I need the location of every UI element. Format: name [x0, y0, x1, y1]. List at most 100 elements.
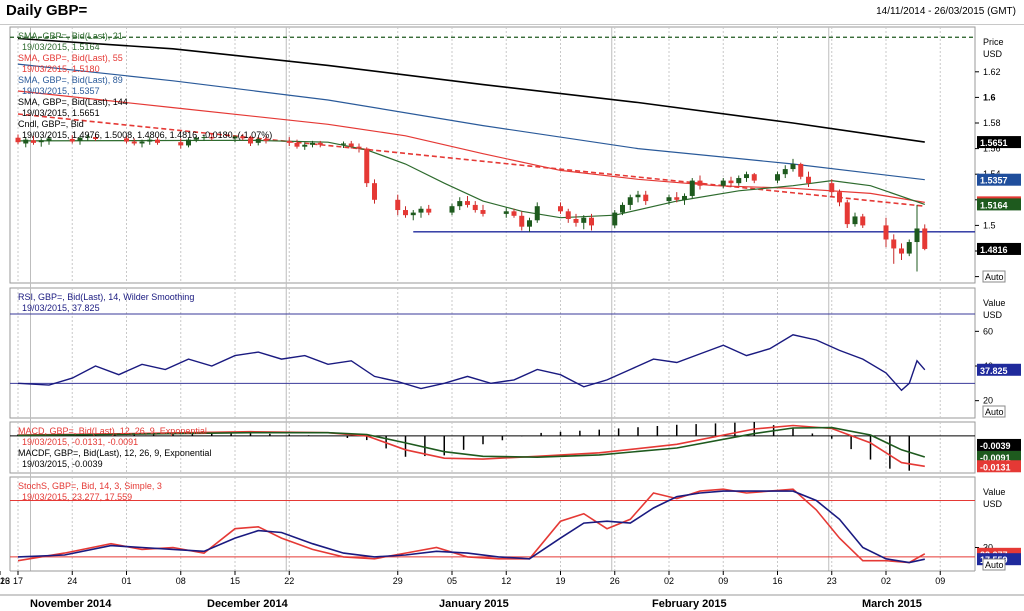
auto-scale-button [982, 405, 1006, 418]
candle-body [372, 183, 377, 200]
candle-body [15, 137, 21, 143]
legend-value: 19/03/2015, 1.5651 [22, 108, 100, 118]
candle-body [852, 216, 858, 225]
candle-body [85, 136, 91, 138]
legend-label: RSI, GBP=, Bid(Last), 14, Wilder Smoothi… [18, 292, 194, 302]
candle-body [534, 206, 540, 221]
x-month-label: November 2014 [30, 598, 112, 610]
x-tick-label: 01 [122, 576, 132, 586]
candle-body [511, 211, 517, 216]
auto-scale-label: Auto [985, 560, 1004, 570]
candle-body [790, 163, 796, 170]
candle-body [573, 219, 579, 223]
legend-value: 19/03/2015, 1.5357 [22, 86, 100, 96]
candle-body [124, 138, 129, 142]
legend-value: 19/03/2015, 1.4976, 1.5008, 1.4806, 1.48… [22, 130, 272, 140]
legend-value: 19/03/2015, -0.0131, -0.0091 [22, 437, 138, 447]
axis-unit: USD [983, 499, 1003, 509]
candle-body [906, 242, 912, 254]
axis-value-text: 1.5357 [980, 176, 1008, 186]
legend-label: Cndl, GBP=, Bid [18, 119, 84, 129]
candle-body [310, 142, 315, 145]
axis-value-text: 37.825 [980, 366, 1008, 376]
series-line-sma-21 [17, 139, 925, 219]
x-tick-label: 02 [881, 576, 891, 586]
chart-title: Daily GBP= [6, 2, 88, 19]
x-axis-band [0, 571, 1024, 611]
y-tick-label: 1.62 [983, 67, 1001, 77]
axis-value-text: 1.4816 [980, 245, 1008, 255]
auto-scale-button [982, 270, 1006, 283]
candle-body [891, 239, 897, 249]
candle-body [77, 137, 83, 141]
candle-body [341, 143, 346, 145]
x-tick-label: 02 [664, 576, 674, 586]
candle-body [364, 148, 370, 184]
legend-value: 19/03/2015, 23.277, 17.559 [22, 492, 132, 502]
axis-value-label [977, 451, 1021, 464]
auto-scale-label: Auto [985, 272, 1004, 282]
candle-body [519, 215, 525, 227]
x-tick-label: 23 [0, 576, 10, 586]
candle-body [744, 174, 749, 179]
x-month-label: March 2015 [862, 598, 922, 610]
x-tick-label: 15 [230, 576, 240, 586]
candle-body [317, 142, 323, 145]
candle-body [31, 140, 36, 143]
axis-value-label [977, 460, 1021, 473]
axis-value-text: -0.0131 [980, 462, 1011, 472]
x-tick-label: 09 [935, 576, 945, 586]
candle-body [263, 139, 269, 141]
x-tick-label: 19 [556, 576, 566, 586]
candle-body [689, 180, 695, 196]
legend-label: StochS, GBP=, Bid, 14, 3, Simple, 3 [18, 481, 162, 491]
candle-body [348, 143, 354, 147]
candle-body [635, 194, 641, 198]
candle-body [837, 192, 842, 203]
legend-value: 19/03/2015, -0.0039 [22, 459, 103, 469]
candle-body [395, 199, 401, 211]
candle-body [449, 206, 455, 213]
panel-frame [9, 287, 976, 419]
axis-value-label [977, 198, 1021, 211]
candle-body [209, 137, 215, 139]
axis-value-text: 1.5164 [980, 200, 1008, 210]
stoch-line [17, 490, 925, 564]
legend-label: SMA, GBP=, Bid(Last), 21 [18, 31, 123, 41]
candle-body [240, 136, 246, 139]
candle-body [720, 180, 726, 186]
candle-body [682, 195, 687, 200]
candle-body [736, 178, 742, 184]
candle-body [620, 204, 625, 213]
legend-label: SMA, GBP=, Bid(Last), 55 [18, 53, 123, 63]
candle-body [139, 141, 145, 144]
y-tick-label: 60 [983, 326, 993, 336]
candle-body [782, 169, 788, 175]
x-tick-label: 22 [284, 576, 294, 586]
axis-value-text: -0.0039 [980, 441, 1011, 451]
x-tick-label: 09 [718, 576, 728, 586]
y-tick-label: 1.6 [983, 92, 996, 102]
candle-body [248, 138, 253, 144]
candle-body [751, 174, 757, 181]
legend-value: 19/03/2015, 1.5164 [22, 42, 100, 52]
candle-body [356, 146, 362, 149]
candle-body [232, 136, 238, 139]
axis-value-label [977, 363, 1021, 376]
candle-body [674, 197, 680, 200]
candle-body [697, 180, 703, 186]
axis-value-label [977, 136, 1021, 149]
candle-body [23, 139, 29, 144]
candle-body [131, 141, 137, 144]
chart-header: Daily GBP= 14/11/2014 - 26/03/2015 (GMT) [0, 0, 1024, 25]
candle-body [155, 139, 160, 143]
x-tick-label: 08 [176, 576, 186, 586]
auto-scale-label: Auto [985, 407, 1004, 417]
candle-body [527, 220, 532, 227]
candle-body [465, 201, 470, 205]
x-tick-label: 23 [827, 576, 837, 586]
candle-body [565, 211, 571, 219]
x-month-label: December 2014 [207, 598, 289, 610]
legend-value: 19/03/2015, 37.825 [22, 303, 100, 313]
